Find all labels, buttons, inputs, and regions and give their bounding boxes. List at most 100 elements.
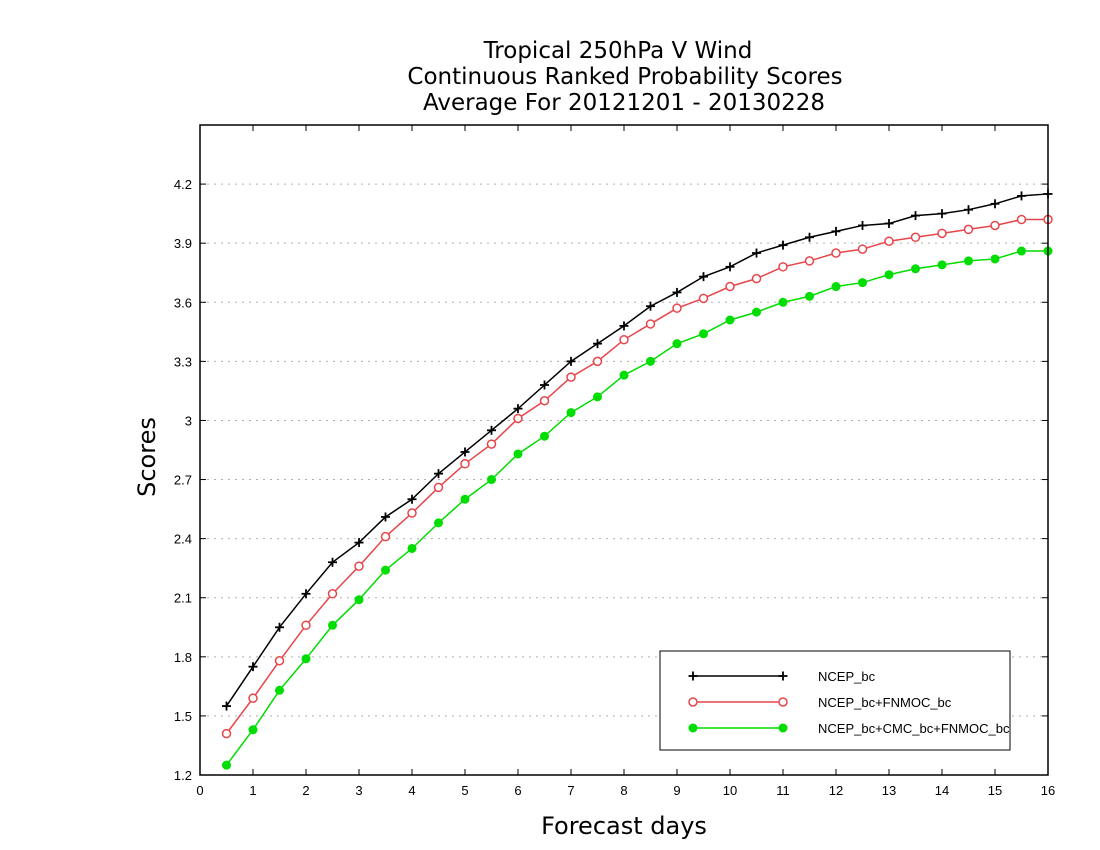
x-tick-label: 9 — [673, 783, 680, 798]
open-circle-marker — [248, 693, 258, 703]
plus-marker — [540, 380, 549, 390]
legend-label: NCEP_bc+FNMOC_bc — [818, 695, 952, 710]
open-circle-marker — [778, 262, 788, 272]
plus-marker — [911, 211, 920, 221]
legend-label: NCEP_bc+CMC_bc+FNMOC_bc — [818, 721, 1010, 736]
plus-marker — [381, 512, 390, 522]
filled-circle-marker — [911, 264, 920, 274]
x-tick-label: 0 — [196, 783, 203, 798]
open-circle-marker — [884, 236, 894, 246]
y-tick-label: 3.9 — [174, 236, 192, 251]
chart-title-line-3: Average For 20121201 - 20130228 — [423, 90, 825, 116]
plus-marker — [1017, 191, 1026, 201]
plus-marker — [778, 240, 788, 250]
open-circle-marker — [354, 561, 364, 571]
open-circle-marker — [698, 293, 709, 304]
x-tick-label: 4 — [408, 783, 415, 798]
filled-circle-marker — [778, 297, 788, 307]
plus-marker — [646, 301, 655, 311]
plus-marker — [990, 199, 1000, 209]
filled-circle-marker — [275, 685, 284, 695]
x-tick-label: 12 — [829, 783, 843, 798]
open-circle-marker — [645, 319, 656, 329]
x-tick-label: 2 — [302, 783, 309, 798]
plus-marker — [460, 447, 470, 457]
filled-circle-marker — [460, 494, 470, 504]
chart-title-line-2: Continuous Ranked Probability Scores — [407, 64, 842, 90]
x-tick-label: 13 — [882, 783, 896, 798]
filled-circle-marker — [688, 723, 698, 733]
open-circle-marker — [751, 273, 762, 284]
x-tick-label: 10 — [723, 783, 737, 798]
open-circle-marker — [778, 697, 788, 707]
open-circle-marker — [592, 356, 603, 367]
plus-marker — [328, 557, 337, 567]
plus-marker — [248, 662, 258, 672]
filled-circle-marker — [593, 392, 602, 402]
open-circle-marker — [1016, 214, 1027, 225]
plot-series — [221, 189, 1053, 770]
filled-circle-marker — [805, 291, 814, 301]
open-circle-marker — [327, 589, 338, 599]
x-tick-label: 14 — [935, 783, 949, 798]
y-tick-label: 1.8 — [174, 650, 192, 665]
open-circle-marker — [539, 396, 550, 406]
legend-item: NCEP_bc — [688, 669, 876, 684]
open-circle-marker — [301, 620, 311, 631]
legend-label: NCEP_bc — [818, 669, 876, 684]
plus-marker — [688, 671, 698, 681]
plus-marker — [301, 589, 311, 599]
filled-circle-marker — [1017, 246, 1026, 256]
filled-circle-marker — [222, 760, 231, 770]
open-circle-marker — [513, 413, 523, 424]
series-2 — [221, 214, 1053, 739]
legend-box — [659, 650, 1011, 751]
plus-marker — [434, 469, 443, 479]
y-tick-label: 3 — [185, 413, 192, 428]
filled-circle-marker — [990, 254, 1000, 264]
x-tick-label: 7 — [567, 783, 574, 798]
plus-marker — [566, 356, 576, 366]
x-tick-label: 8 — [620, 783, 627, 798]
filled-circle-marker — [937, 260, 947, 270]
plus-marker — [858, 220, 867, 230]
y-tick-label: 4.2 — [174, 177, 192, 192]
plus-marker — [964, 205, 973, 215]
plus-marker — [778, 671, 788, 681]
y-gridlines — [200, 183, 1048, 717]
x-axis-title: Forecast days — [541, 812, 707, 840]
x-tick-label: 15 — [988, 783, 1002, 798]
y-tick-label: 1.2 — [174, 768, 192, 783]
x-tick-label: 3 — [355, 783, 362, 798]
series-1 — [222, 189, 1053, 711]
x-tick-label: 11 — [776, 783, 790, 798]
plus-marker — [884, 218, 894, 228]
open-circle-marker — [566, 372, 576, 382]
filled-circle-marker — [487, 475, 496, 485]
plus-marker — [275, 622, 284, 632]
filled-circle-marker — [752, 307, 761, 317]
y-axis-title: Scores — [133, 417, 161, 497]
open-circle-marker — [619, 334, 629, 345]
filled-circle-marker — [381, 565, 390, 575]
legend-item: NCEP_bc+CMC_bc+FNMOC_bc — [688, 721, 1010, 736]
open-circle-marker — [857, 244, 868, 254]
open-circle-marker — [380, 531, 391, 542]
open-circle-marker — [963, 224, 974, 235]
open-circle-marker — [990, 220, 1000, 231]
series-3 — [222, 246, 1053, 770]
open-circle-marker — [486, 439, 497, 449]
filled-circle-marker — [699, 329, 708, 339]
open-circle-marker — [831, 248, 841, 258]
filled-circle-marker — [407, 543, 417, 553]
plus-marker — [937, 209, 947, 219]
plus-marker — [593, 339, 602, 349]
open-circle-marker — [407, 508, 417, 518]
open-circle-marker — [274, 656, 285, 666]
filled-circle-marker — [831, 282, 841, 292]
x-tick-label: 6 — [514, 783, 521, 798]
filled-circle-marker — [566, 408, 576, 418]
open-circle-marker — [937, 228, 947, 239]
y-tick-label: 2.7 — [174, 473, 192, 488]
series-line — [225, 250, 1048, 766]
